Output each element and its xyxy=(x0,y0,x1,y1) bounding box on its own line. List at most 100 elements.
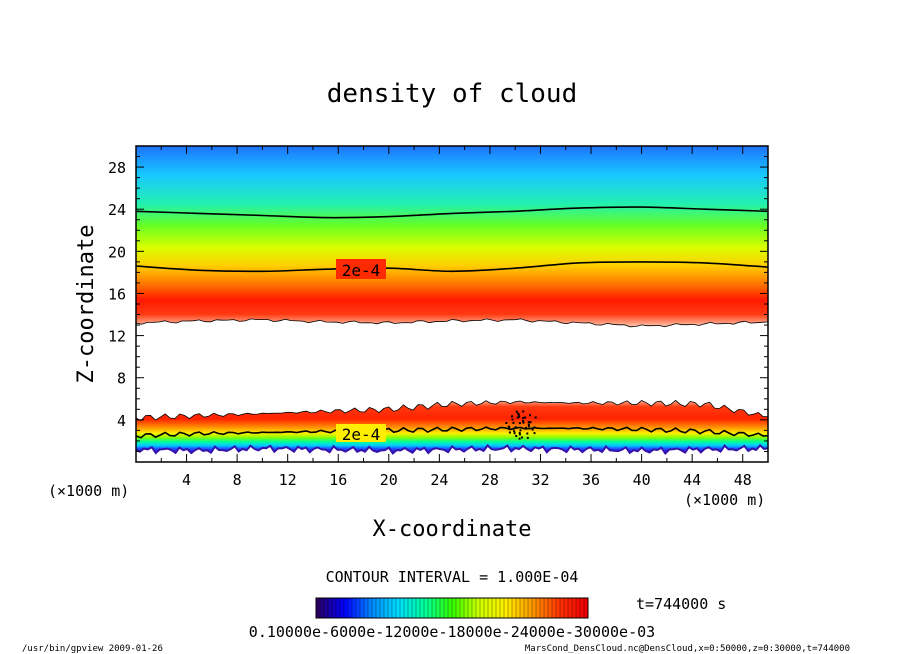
colorbar-swatch xyxy=(579,597,585,619)
speckle xyxy=(513,430,516,433)
upper-cloud-layer xyxy=(136,146,768,327)
y-axis-label: Z-coordinate xyxy=(74,225,99,384)
speckle xyxy=(508,426,511,429)
chart-title: density of cloud xyxy=(327,79,577,109)
speckle xyxy=(505,422,508,424)
colorbar-swatch xyxy=(563,597,569,619)
colorbar-swatch xyxy=(427,597,433,619)
x-unit-left: (×1000 m) xyxy=(48,482,129,500)
colorbar-swatch xyxy=(423,597,429,619)
colorbar-swatch xyxy=(435,597,441,619)
x-tick-label: 20 xyxy=(380,471,398,489)
speckle xyxy=(511,418,514,421)
colorbar-swatch xyxy=(343,597,349,619)
colorbar-swatch xyxy=(403,597,409,619)
colorbar-swatch xyxy=(387,597,393,619)
colorbar-swatch xyxy=(447,597,453,619)
colorbar-swatch xyxy=(555,597,561,619)
colorbar-swatch xyxy=(475,597,481,619)
speckle xyxy=(517,413,520,416)
colorbar-swatch xyxy=(439,597,445,619)
lower-layer-bottom-noise xyxy=(135,443,769,455)
colorbar-swatch xyxy=(327,597,333,619)
colorbar-swatch xyxy=(415,597,421,619)
colorbar-swatch xyxy=(451,597,457,619)
speckle xyxy=(534,416,537,419)
x-tick-label: 8 xyxy=(233,471,242,489)
contour-label-lower: 2e-4 xyxy=(342,425,381,444)
speckle xyxy=(533,426,536,429)
speckle xyxy=(518,437,521,440)
colorbar-swatch xyxy=(467,597,473,619)
colorbar-swatch xyxy=(539,597,545,619)
speckle xyxy=(512,421,515,424)
speckle xyxy=(508,431,511,434)
colorbar-swatch xyxy=(379,597,385,619)
colorbar-swatch xyxy=(347,597,353,619)
contour-speckles xyxy=(505,410,537,440)
speckle xyxy=(527,421,530,424)
colorbar-swatch xyxy=(359,597,365,619)
colorbar-swatch xyxy=(323,597,329,619)
speckle xyxy=(517,412,520,415)
colorbar-swatch xyxy=(523,597,529,619)
x-tick-label: 40 xyxy=(633,471,651,489)
footer-right: MarsCond_DensCloud.nc@DensCloud,x=0:5000… xyxy=(525,644,850,654)
colorbar-swatch xyxy=(571,597,577,619)
speckle xyxy=(518,431,521,434)
x-axis-label: X-coordinate xyxy=(373,517,532,542)
colorbar-swatch xyxy=(479,597,485,619)
colorbar-swatch xyxy=(371,597,377,619)
speckle xyxy=(519,429,522,432)
colorbar-swatch xyxy=(367,597,373,619)
y-tick-label: 12 xyxy=(108,328,126,346)
colorbar-swatch xyxy=(531,597,537,619)
contour-label-upper: 2e-4 xyxy=(342,261,381,280)
colorbar-swatch xyxy=(407,597,413,619)
x-tick-label: 36 xyxy=(582,471,600,489)
speckle xyxy=(521,436,523,439)
colorbar-swatch xyxy=(391,597,397,619)
x-tick-label: 32 xyxy=(531,471,549,489)
colorbar-swatch xyxy=(339,597,345,619)
speckle xyxy=(518,422,521,425)
colorbar-swatch xyxy=(319,597,325,619)
colorbar-swatch xyxy=(499,597,505,619)
colorbar-swatch xyxy=(511,597,517,619)
speckle xyxy=(526,432,529,435)
colorbar-swatch xyxy=(507,597,513,619)
speckle xyxy=(513,432,516,435)
contour-label-bg-upper xyxy=(336,259,386,279)
speckle xyxy=(514,426,517,429)
colorbar-swatch xyxy=(495,597,501,619)
speckle xyxy=(511,415,513,418)
speckle xyxy=(529,421,532,424)
speckle xyxy=(522,419,524,422)
speckle xyxy=(516,416,519,419)
speckle xyxy=(512,427,515,430)
colorbar-swatch xyxy=(519,597,525,619)
speckle xyxy=(515,435,518,437)
colorbar xyxy=(315,597,589,619)
speckle xyxy=(531,428,534,431)
x-unit-right: (×1000 m) xyxy=(684,491,765,509)
y-tick-label: 28 xyxy=(108,159,126,177)
colorbar-swatch xyxy=(567,597,573,619)
colorbar-swatch xyxy=(483,597,489,619)
x-tick-label: 48 xyxy=(734,471,752,489)
colorbar-swatch xyxy=(431,597,437,619)
colorbar-swatch xyxy=(355,597,361,619)
colorbar-swatch xyxy=(515,597,521,619)
colorbar-swatch xyxy=(315,597,321,619)
colorbar-swatch xyxy=(491,597,497,619)
lower-layer-edge xyxy=(135,399,769,422)
colorbar-swatch xyxy=(395,597,401,619)
colorbar-swatch xyxy=(543,597,549,619)
x-tick-label: 4 xyxy=(182,471,191,489)
time-label: t=744000 s xyxy=(636,595,726,613)
colorbar-swatch xyxy=(471,597,477,619)
colorbar-swatch xyxy=(547,597,553,619)
speckle xyxy=(524,416,527,419)
speckle xyxy=(527,423,530,426)
